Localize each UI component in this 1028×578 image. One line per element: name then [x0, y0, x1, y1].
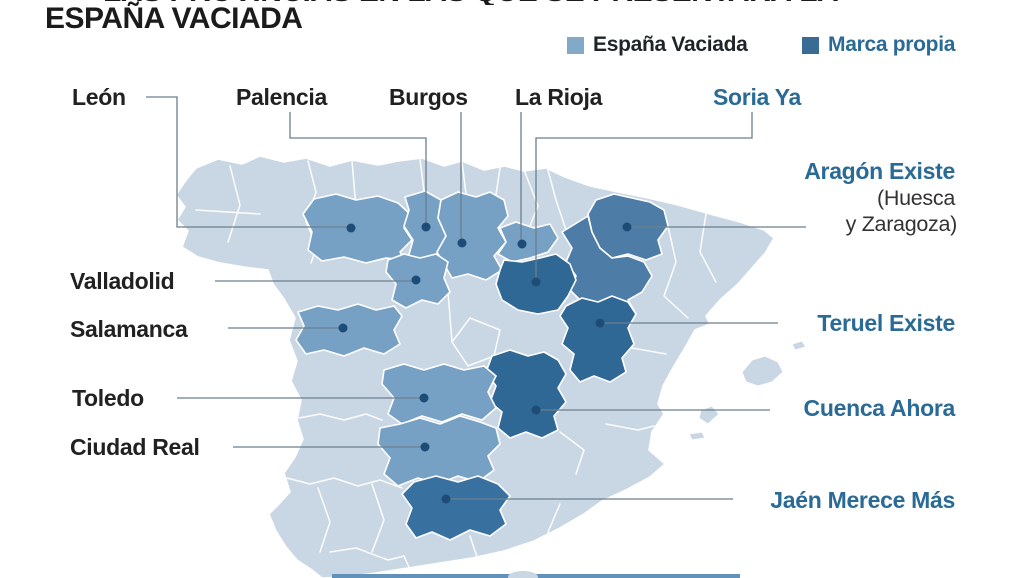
province-cuenca[interactable]: [485, 349, 567, 439]
menorca-island: [791, 340, 807, 351]
label-aragon-huesca: (Huesca: [877, 186, 955, 210]
dot-jaen: [441, 494, 451, 504]
label-toledo: Toledo: [72, 385, 144, 411]
province-borders: [195, 158, 717, 577]
legend-item-marca-propia: Marca propia: [802, 33, 955, 57]
province-burgos[interactable]: [436, 191, 509, 281]
south-coast-bump: [508, 571, 538, 578]
province-salamanca[interactable]: [295, 303, 403, 357]
dot-huesca: [622, 222, 632, 232]
dot-burgos: [457, 238, 467, 248]
label-cuenca-ahora: Cuenca Ahora: [803, 395, 956, 421]
dot-ciudad-real: [420, 442, 430, 452]
ibiza-island: [698, 405, 720, 425]
formentera-island: [688, 431, 706, 441]
leader-soria: [535, 112, 753, 278]
balearic-islands: [688, 340, 807, 441]
dot-leon: [346, 223, 356, 233]
dot-soria: [531, 277, 541, 287]
dot-la-rioja: [517, 239, 527, 249]
province-toledo[interactable]: [381, 363, 497, 425]
label-teruel-existe: Teruel Existe: [817, 310, 955, 336]
label-aragon-zaragoza: y Zaragoza): [845, 212, 958, 236]
label-burgos: Burgos: [389, 84, 468, 110]
leader-lines: [146, 96, 806, 500]
mallorca-island: [741, 355, 784, 387]
legend-label-espana-vaciada: España Vaciada: [593, 33, 748, 56]
province-la-rioja[interactable]: [497, 221, 559, 263]
dot-salamanca: [338, 323, 348, 333]
legend-item-espana-vaciada: España Vaciada: [567, 33, 748, 57]
province-dots: [338, 222, 632, 504]
leader-palencia: [289, 112, 427, 224]
dot-cuenca: [531, 405, 541, 415]
legend-swatch-marca-propia: [802, 36, 819, 54]
province-leon[interactable]: [302, 193, 413, 264]
label-la-rioja: La Rioja: [515, 84, 603, 110]
province-ciudad-real[interactable]: [377, 415, 501, 487]
label-leon: León: [72, 84, 126, 110]
dot-teruel: [595, 318, 605, 328]
province-teruel[interactable]: [559, 295, 637, 383]
dot-valladolid: [411, 275, 421, 285]
cropped-headline: LAS PROVINCIAS EN LAS QUE SE PRESENTARÁ …: [103, 0, 1023, 5]
legend-swatch-espana-vaciada: [567, 36, 584, 54]
label-aragon-existe: Aragón Existe: [804, 158, 955, 184]
label-palencia: Palencia: [236, 84, 327, 110]
label-valladolid: Valladolid: [70, 268, 175, 294]
legend-label-marca-propia: Marca propia: [828, 33, 956, 56]
province-jaen[interactable]: [401, 475, 511, 541]
leader-leon: [146, 96, 349, 228]
dot-palencia: [421, 222, 431, 232]
dot-toledo: [419, 393, 429, 403]
label-jaen-merece-mas: Jaén Merece Más: [770, 487, 955, 513]
label-ciudad-real: Ciudad Real: [70, 434, 200, 460]
label-salamanca: Salamanca: [70, 316, 188, 342]
page-title: ESPAÑA VACIADA: [45, 2, 303, 35]
label-soria-ya: Soria Ya: [713, 84, 801, 110]
